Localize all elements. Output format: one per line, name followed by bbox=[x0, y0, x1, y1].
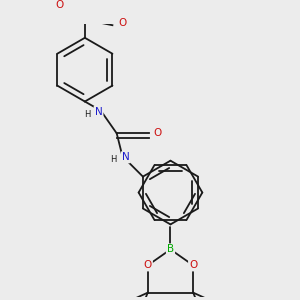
Text: N: N bbox=[122, 152, 130, 162]
Text: O: O bbox=[118, 18, 127, 28]
Text: O: O bbox=[56, 0, 64, 10]
Text: O: O bbox=[189, 260, 197, 270]
Text: H: H bbox=[110, 155, 116, 164]
Text: O: O bbox=[154, 128, 162, 138]
Text: B: B bbox=[167, 244, 174, 254]
Text: N: N bbox=[94, 107, 102, 117]
Text: O: O bbox=[144, 260, 152, 270]
Text: H: H bbox=[84, 110, 90, 118]
